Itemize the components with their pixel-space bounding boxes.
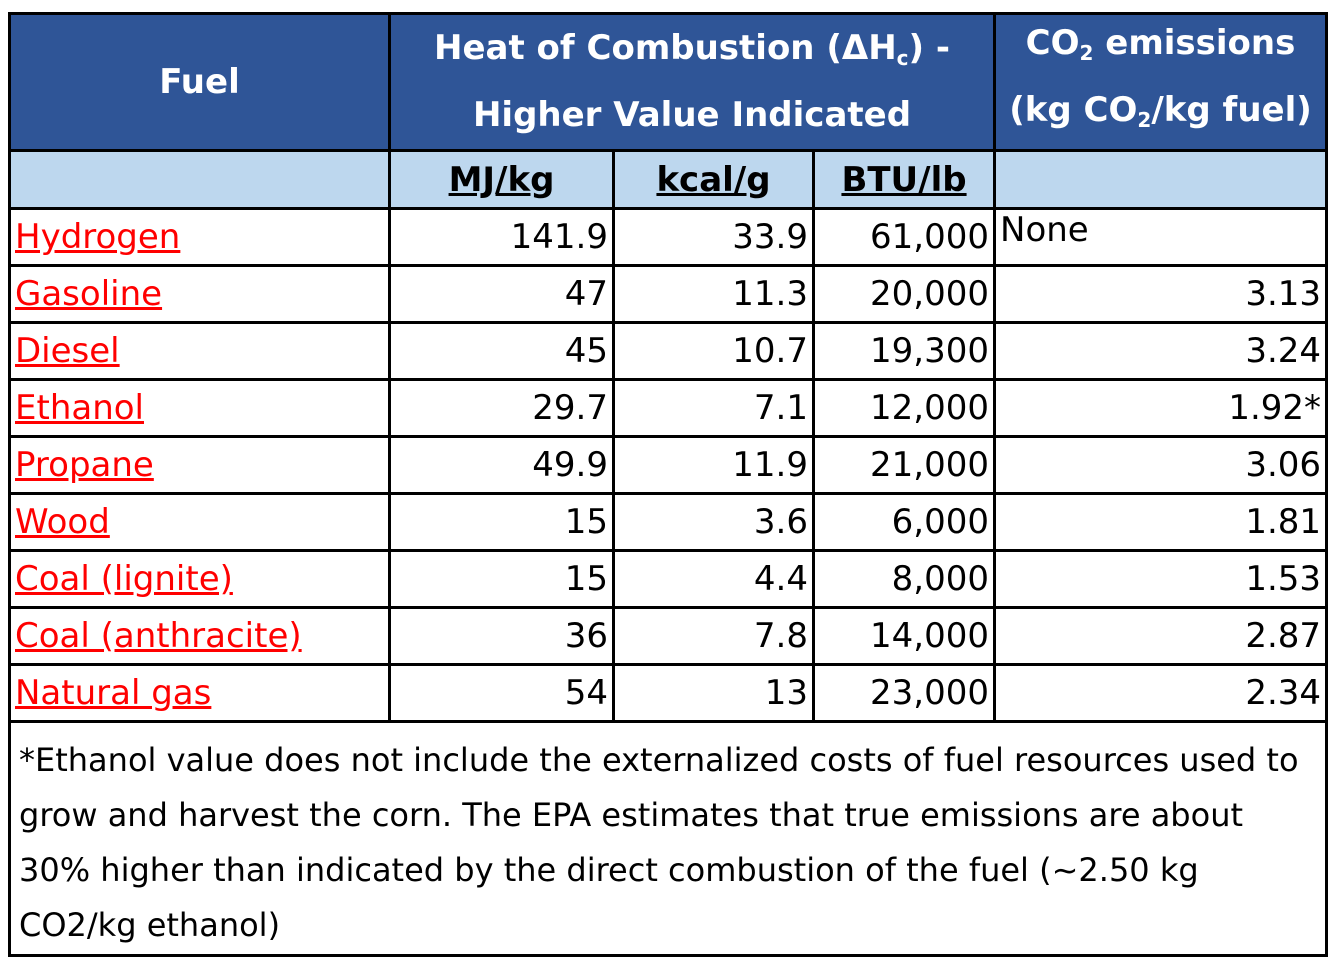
btulb-cell: 14,000 [811, 606, 997, 666]
mjkg-cell: 15 [388, 549, 615, 609]
kcalg-cell: 3.6 [612, 492, 815, 552]
heat-header-sub: c [896, 46, 909, 70]
table-row: Coal (lignite) 15 4.4 8,000 1.53 [8, 549, 1329, 609]
units-row: MJ/kg kcal/g BTU/lb [8, 149, 1329, 210]
btulb-cell: 8,000 [811, 549, 997, 609]
btulb-cell: 23,000 [811, 663, 997, 723]
btulb-cell: 12,000 [811, 378, 997, 438]
kcalg-cell: 33.9 [612, 207, 815, 267]
heat-header-text-end: ) - [908, 28, 951, 68]
co2-cell: 3.24 [993, 321, 1329, 381]
units-co2-blank [993, 149, 1329, 210]
fuel-cell[interactable]: Natural gas [8, 663, 391, 723]
mjkg-cell: 15 [388, 492, 615, 552]
co2-cell: 3.13 [993, 264, 1329, 324]
footnote: *Ethanol value does not include the exte… [7, 720, 1329, 957]
fuel-cell[interactable]: Coal (lignite) [8, 549, 391, 609]
kcalg-cell: 11.3 [612, 264, 815, 324]
table-row: Ethanol 29.7 7.1 12,000 1.92* [8, 378, 1329, 438]
co2-header-sub: 2 [1079, 41, 1094, 65]
fuel-link[interactable]: Gasoline [15, 274, 163, 314]
btulb-cell: 19,300 [811, 321, 997, 381]
fuel-link[interactable]: Coal (lignite) [15, 559, 233, 599]
header-row: Fuel Heat of Combustion (ΔHc) - Higher V… [8, 12, 1329, 152]
kcalg-cell: 10.7 [612, 321, 815, 381]
co2-header-line2: (kg CO [1009, 90, 1138, 130]
heat-of-combustion-header: Heat of Combustion (ΔHc) - Higher Value … [387, 12, 997, 152]
kcalg-cell: 4.4 [612, 549, 815, 609]
fuel-link[interactable]: Propane [15, 445, 154, 485]
table-row: Natural gas 54 13 23,000 2.34 [8, 663, 1329, 723]
fuel-link[interactable]: Natural gas [15, 673, 212, 713]
co2-header-text-end: emissions [1093, 23, 1296, 63]
co2-cell: 2.34 [993, 663, 1329, 723]
fuel-link[interactable]: Wood [15, 502, 110, 542]
unit-kcalg: kcal/g [612, 149, 815, 210]
fuel-cell[interactable]: Diesel [8, 321, 391, 381]
kcalg-cell: 7.1 [612, 378, 815, 438]
fuel-table: Fuel Heat of Combustion (ΔHc) - Higher V… [7, 12, 1329, 957]
fuel-header: Fuel [8, 12, 391, 152]
fuel-link[interactable]: Ethanol [15, 388, 144, 428]
fuel-cell[interactable]: Gasoline [8, 264, 391, 324]
table-row: Gasoline 47 11.3 20,000 3.13 [8, 264, 1329, 324]
co2-cell: 1.81 [993, 492, 1329, 552]
btulb-cell: 20,000 [811, 264, 997, 324]
fuel-link[interactable]: Hydrogen [15, 217, 181, 257]
table-row: Wood 15 3.6 6,000 1.81 [8, 492, 1329, 552]
mjkg-cell: 47 [388, 264, 615, 324]
co2-header-text: CO [1025, 23, 1080, 63]
kcalg-cell: 11.9 [612, 435, 815, 495]
co2-cell: None [993, 207, 1329, 267]
units-blank [8, 149, 391, 210]
fuel-cell[interactable]: Hydrogen [8, 207, 391, 267]
btulb-cell: 61,000 [811, 207, 997, 267]
kcalg-cell: 13 [612, 663, 815, 723]
co2-cell: 2.87 [993, 606, 1329, 666]
co2-cell: 1.53 [993, 549, 1329, 609]
table-row: Coal (anthracite) 36 7.8 14,000 2.87 [8, 606, 1329, 666]
fuel-cell[interactable]: Ethanol [8, 378, 391, 438]
fuel-link[interactable]: Diesel [15, 331, 120, 371]
co2-cell: 1.92* [993, 378, 1329, 438]
mjkg-cell: 29.7 [388, 378, 615, 438]
co2-header-line2-sub: 2 [1137, 108, 1152, 132]
mjkg-cell: 54 [388, 663, 615, 723]
co2-emissions-header: CO2 emissions (kg CO2/kg fuel) [993, 12, 1329, 152]
kcalg-cell: 7.8 [612, 606, 815, 666]
fuel-link[interactable]: Coal (anthracite) [15, 616, 302, 656]
fuel-cell[interactable]: Wood [8, 492, 391, 552]
heat-header-line2: Higher Value Indicated [472, 95, 912, 135]
co2-header-line2-end: /kg fuel) [1151, 90, 1312, 130]
footnote-row: *Ethanol value does not include the exte… [7, 720, 1329, 957]
co2-cell: 3.06 [993, 435, 1329, 495]
heat-header-text: Heat of Combustion (ΔH [433, 28, 897, 68]
btulb-cell: 21,000 [811, 435, 997, 495]
unit-btulb: BTU/lb [811, 149, 997, 210]
fuel-cell[interactable]: Propane [8, 435, 391, 495]
table-row: Hydrogen 141.9 33.9 61,000 None [8, 207, 1329, 267]
mjkg-cell: 36 [388, 606, 615, 666]
btulb-cell: 6,000 [811, 492, 997, 552]
table-row: Propane 49.9 11.9 21,000 3.06 [8, 435, 1329, 495]
mjkg-cell: 141.9 [388, 207, 615, 267]
unit-mjkg: MJ/kg [388, 149, 615, 210]
mjkg-cell: 45 [388, 321, 615, 381]
table-row: Diesel 45 10.7 19,300 3.24 [8, 321, 1329, 381]
mjkg-cell: 49.9 [388, 435, 615, 495]
fuel-cell[interactable]: Coal (anthracite) [8, 606, 391, 666]
